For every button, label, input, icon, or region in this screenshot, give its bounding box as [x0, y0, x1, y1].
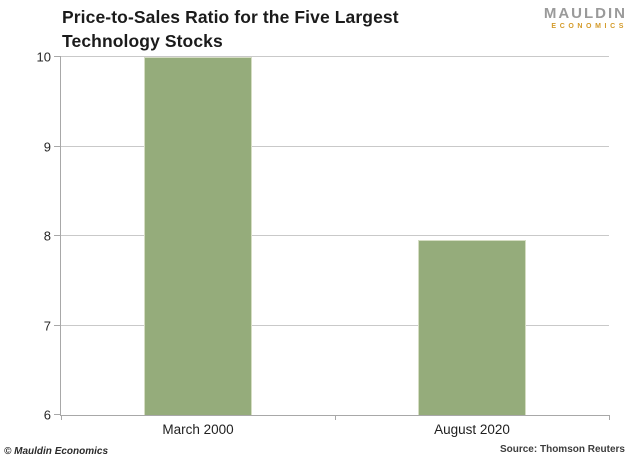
source-text: Source: Thomson Reuters [499, 444, 625, 455]
y-axis-tick-10 [54, 56, 61, 57]
logo-subtext: ECONOMICS [551, 23, 627, 30]
x-axis-label-august-2020: August 2020 [434, 422, 510, 437]
y-axis-label-8: 8 [43, 228, 51, 244]
x-axis-tick-2 [609, 415, 610, 420]
copyright-text: © Mauldin Economics [4, 446, 109, 457]
y-axis-label-9: 9 [43, 139, 51, 154]
y-axis-label-7: 7 [43, 318, 51, 333]
y-axis-tick-6 [54, 414, 61, 415]
x-axis-tick-0 [61, 415, 62, 420]
y-axis-tick-8 [54, 235, 61, 236]
gridline-8 [61, 235, 609, 236]
chart-title-line2: Technology Stocks [62, 31, 223, 51]
x-axis-tick-1 [335, 415, 336, 420]
mauldin-economics-logo: MAULDIN ECONOMICS [544, 6, 627, 30]
bar-march-2000 [144, 57, 252, 415]
y-axis-label-10: 10 [36, 49, 51, 65]
chart-title-line1: Price-to-Sales Ratio for the Five Larges… [62, 7, 399, 27]
x-axis-label-march-2000: March 2000 [162, 422, 234, 437]
gridline-9 [61, 145, 609, 147]
gridline-10 [61, 56, 609, 57]
gridline-7 [61, 324, 609, 326]
y-axis-label-6: 6 [43, 407, 51, 423]
logo-wordmark: MAULDIN [543, 5, 627, 22]
y-axis-tick-9 [54, 145, 61, 147]
y-axis-tick-7 [54, 324, 61, 326]
chart-title: Price-to-Sales Ratio for the Five Larges… [62, 5, 399, 53]
bar-august-2020 [418, 239, 526, 415]
plot-area: 6 7 8 9 10 March 2000 August 2020 [37, 50, 610, 437]
